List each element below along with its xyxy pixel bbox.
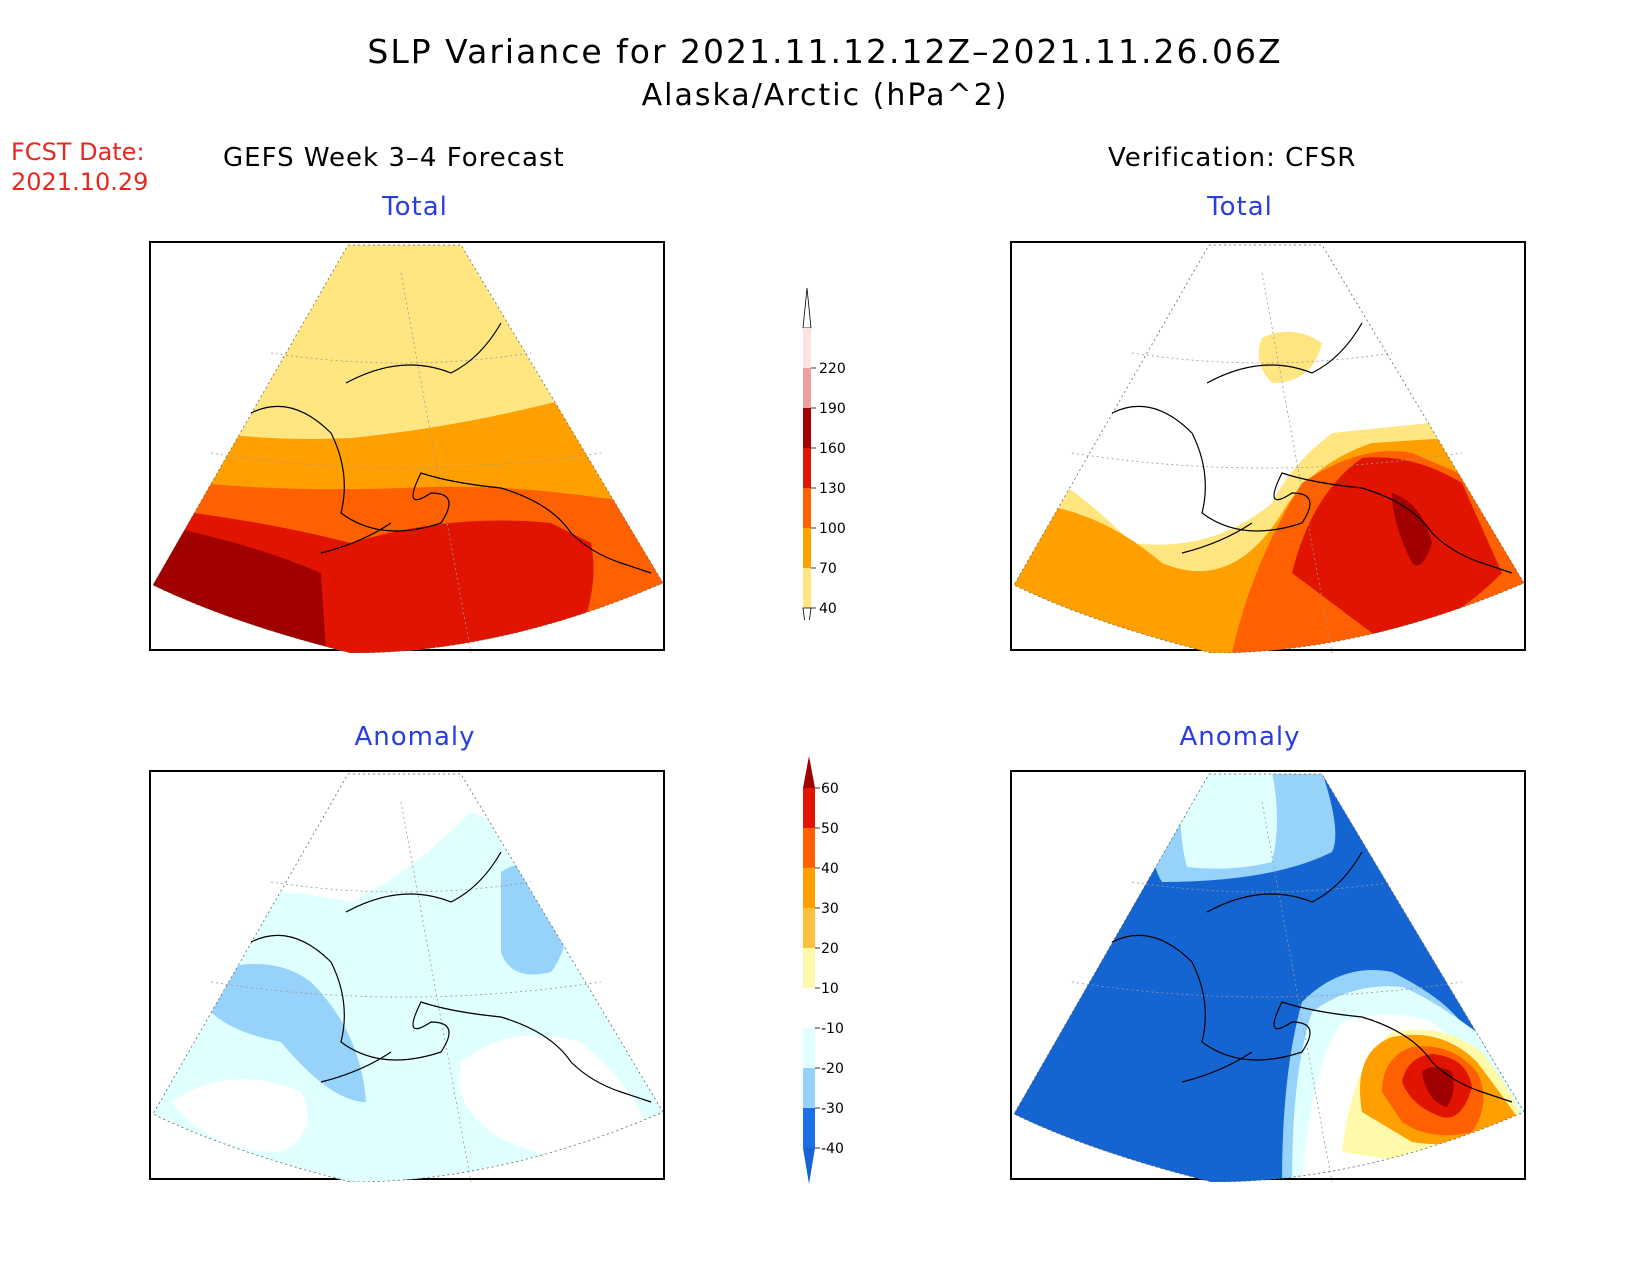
coastline-alaska [1111, 405, 1513, 574]
colorbar-anomaly: -40 -30 -20 -10 10 20 30 40 50 60 [803, 756, 844, 1184]
colorbar-total-swatch [803, 328, 811, 368]
colorbar-anomaly-tick-label: 10 [821, 981, 839, 997]
contour-130-160 [1292, 457, 1502, 635]
colorbar-total-bottom-arrow [802, 607, 812, 620]
contour-neg30-neg20 [501, 864, 566, 975]
map-title: SLP Variance for 2021.11.12.12Z–2021.11.… [367, 32, 1283, 71]
colorbar-anomaly-swatch [803, 948, 815, 988]
contour-160-190 [1392, 493, 1432, 566]
fcst-date-value: 2021.10.29 [11, 168, 149, 196]
colorbar-total-top-arrow [802, 287, 812, 329]
colorbar-total-swatch [803, 408, 811, 448]
coastline-aleutians [320, 1051, 392, 1083]
colorbar-anomaly-swatch [803, 868, 815, 908]
column-heading-forecast: GEFS Week 3–4 Forecast [223, 143, 565, 173]
colorbar-anomaly-tick-label: 50 [821, 821, 839, 837]
panel-title-verification-anomaly: Anomaly [1179, 722, 1301, 752]
colorbar-anomaly-swatch [803, 1028, 815, 1068]
map-subtitle: Alaska/Arctic (hPa^2) [641, 78, 1009, 113]
colorbar-total-swatch [803, 568, 811, 608]
colorbar-total-tick-label: 130 [819, 481, 846, 497]
map-panel-verification-anomaly [1010, 770, 1526, 1182]
contour-neg20-neg10 [1180, 774, 1277, 869]
panel-title-forecast-anomaly: Anomaly [354, 722, 476, 752]
colorbar-anomaly-tick-label: 40 [821, 861, 839, 877]
coastline-alaska [1111, 934, 1513, 1103]
colorbar-anomaly-top-arrow [803, 756, 815, 788]
colorbar-total-tick-label: 70 [819, 561, 837, 577]
colorbar-anomaly-swatch [803, 1108, 815, 1148]
colorbar-anomaly-swatch [803, 988, 815, 1028]
coastline-arctic [345, 322, 502, 384]
coastline-arctic [345, 851, 502, 913]
coastline-alaska [250, 405, 652, 574]
colorbar-total: 40 70 100 130 160 190 220 [802, 287, 846, 620]
coastline-aleutians [1181, 1051, 1253, 1083]
colorbar-anomaly-tick-label: -10 [821, 1021, 844, 1037]
panel-title-verification-total: Total [1207, 192, 1273, 222]
colorbar-anomaly-tick-label: 60 [821, 781, 839, 797]
colorbar-anomaly-tick-label: 20 [821, 941, 839, 957]
colorbar-total-tick-label: 220 [819, 361, 846, 377]
contour-neg10-10 [171, 1079, 308, 1152]
colorbar-anomaly-swatch [803, 828, 815, 868]
colorbar-total-swatch [803, 368, 811, 408]
coastline-aleutians [320, 522, 392, 554]
contour-40-70 [1258, 331, 1322, 383]
colorbar-anomaly-swatch [803, 908, 815, 948]
column-heading-verification: Verification: CFSR [1108, 143, 1357, 173]
map-panel-verification-total [1010, 241, 1526, 653]
colorbar-total-swatch [803, 528, 811, 568]
colorbar-anomaly-tick-label: -30 [821, 1101, 844, 1117]
fcst-date-label: FCST Date: [11, 138, 145, 166]
colorbar-total-tick-label: 100 [819, 521, 846, 537]
panel-title-forecast-total: Total [382, 192, 448, 222]
coastline-aleutians [1181, 522, 1253, 554]
coastline-arctic [1206, 322, 1363, 384]
colorbar-total-tick-label: 190 [819, 401, 846, 417]
colorbar-anomaly-swatch [803, 788, 815, 828]
contour-neg10-10 [459, 1035, 651, 1159]
contour-above-60 [1422, 1067, 1454, 1107]
colorbar-anomaly-tick-label: 30 [821, 901, 839, 917]
colorbar-total-tick-label: 40 [819, 601, 837, 617]
colorbar-anomaly-bottom-arrow [803, 1148, 815, 1184]
coastline-arctic [1206, 851, 1363, 913]
colorbar-anomaly-swatch [803, 1068, 815, 1108]
colorbar-anomaly-tick-label: -40 [821, 1141, 844, 1157]
colorbar-total-tick-label: 160 [819, 441, 846, 457]
map-panel-forecast-total [149, 241, 665, 653]
contour-neg30-neg20 [211, 964, 366, 1102]
colorbar-anomaly-tick-label: -20 [821, 1061, 844, 1077]
coastline-alaska [250, 934, 652, 1103]
map-panel-forecast-anomaly [149, 770, 665, 1182]
colorbar-total-swatch [803, 448, 811, 488]
colorbar-total-swatch [803, 488, 811, 528]
